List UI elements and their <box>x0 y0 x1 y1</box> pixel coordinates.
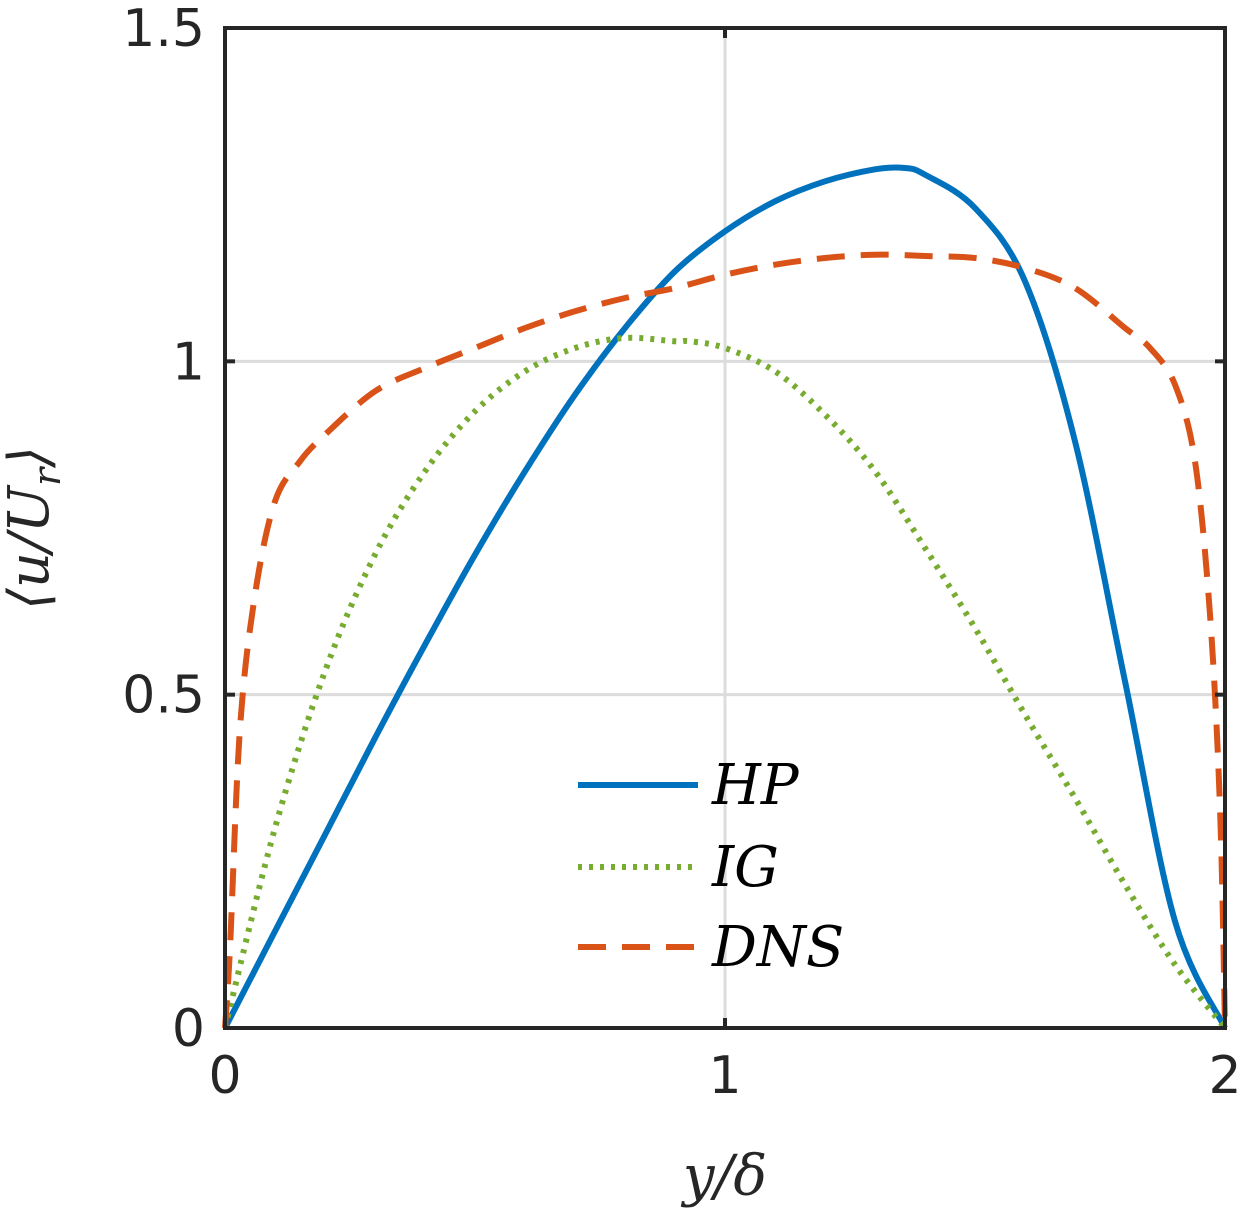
legend-label-hp: HP <box>711 753 800 818</box>
y-axis-label-close: ⟩ <box>0 446 62 469</box>
y-axis-label-main: ⟨u/U <box>0 484 62 610</box>
y-axis-label-subscript: r <box>25 465 69 486</box>
tick-labels: 0 1 2 0 0.5 1 1.5 <box>122 0 1241 1106</box>
x-tick-label: 2 <box>1208 1046 1241 1106</box>
x-tick-label: 0 <box>208 1046 241 1106</box>
y-tick-label: 0.5 <box>122 666 205 726</box>
legend-label-dns: DNS <box>711 915 844 980</box>
y-tick-label: 1 <box>172 332 205 392</box>
x-axis-label: y/δ <box>680 1144 767 1209</box>
y-tick-label: 0 <box>172 999 205 1059</box>
y-tick-label: 1.5 <box>122 0 205 59</box>
grid-lines <box>225 28 1225 1028</box>
series-group <box>222 164 1228 1030</box>
y-axis-label: ⟨u/Ur⟩ <box>0 446 69 610</box>
legend-label-ig: IG <box>711 835 779 900</box>
tick-marks <box>223 26 1227 1030</box>
series-line-dns <box>222 251 1228 1029</box>
legend: HP IG DNS <box>578 753 844 980</box>
x-tick-label: 1 <box>708 1046 741 1106</box>
series-line-hp <box>222 164 1228 1030</box>
